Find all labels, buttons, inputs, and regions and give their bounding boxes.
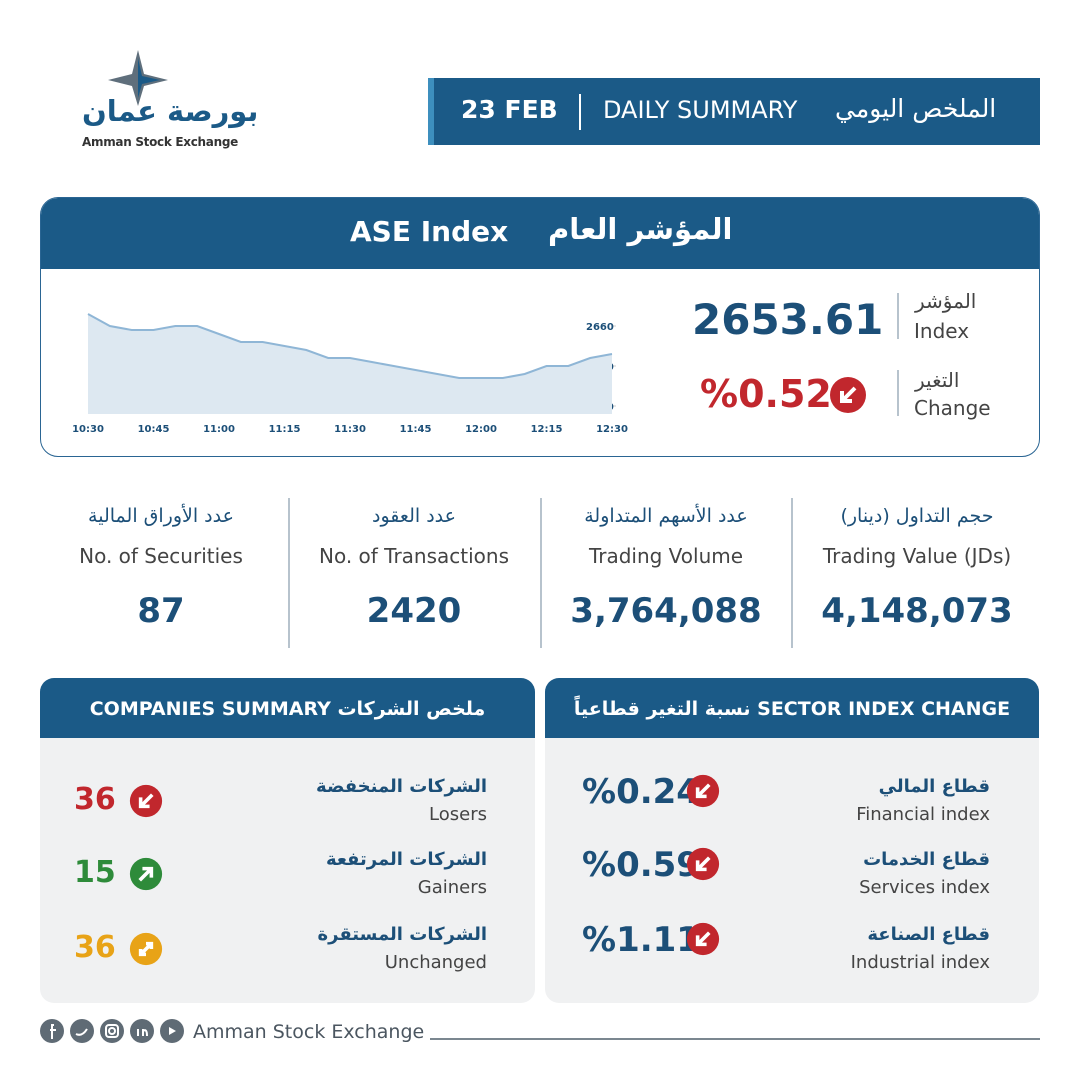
sector-label-ar: قطاع الصناعة [867, 924, 990, 945]
x-tick-label: 11:45 [400, 424, 432, 435]
x-tick-label: 10:30 [72, 424, 104, 435]
index-label-en: Index [914, 319, 970, 343]
y-tick-label: 2660 [586, 322, 614, 333]
company-label-ar: الشركات المرتفعة [325, 849, 487, 870]
company-label-ar: الشركات المستقرة [317, 924, 487, 945]
icon-arrow [138, 793, 154, 809]
logo-star [108, 50, 168, 106]
line [87, 313, 613, 379]
sector-value: %1.11 [582, 920, 700, 960]
change-value: %0.52 [700, 372, 832, 416]
index-label-ar: المؤشر [915, 289, 977, 313]
company-label-en: Gainers [417, 877, 487, 898]
divider [579, 94, 581, 130]
stat-label-en: Trading Volume [588, 544, 744, 568]
icon-arrow [138, 941, 154, 957]
index-title-ar: المؤشر العام [548, 212, 733, 246]
stat-label-ar: عدد الأوراق المالية [88, 505, 234, 527]
social-icons [40, 1019, 184, 1043]
icon-arrow [695, 931, 711, 947]
stat-label-en: No. of Transactions [318, 544, 510, 568]
company-value: 36 [74, 782, 116, 817]
arrow-icon [129, 857, 163, 891]
x-tick-label: 12:15 [531, 424, 563, 435]
company-label-en: Unchanged [384, 952, 487, 973]
sectors-title: نسبة التغير قطاعياً SECTOR INDEX CHANGE [573, 698, 1011, 720]
x-tick-label: 12:00 [465, 424, 497, 435]
area [88, 314, 612, 414]
sector-label-en: Services index [859, 877, 990, 898]
divider [288, 498, 290, 648]
arrow-icon [129, 784, 163, 818]
stat-label-en: No. of Securities [79, 544, 243, 568]
icon-arrow [695, 783, 711, 799]
x-tick-label: 11:00 [203, 424, 235, 435]
title-en: DAILY SUMMARY [603, 96, 798, 124]
sector-value: %0.59 [582, 845, 700, 885]
stat-value: 4,148,073 [821, 591, 1013, 631]
stat-label-en: Trading Value (JDs) [822, 544, 1012, 568]
sector-value: %0.24 [582, 772, 700, 812]
stat-value: 3,764,088 [570, 591, 762, 631]
index-value: 2653.61 [692, 295, 884, 344]
divider [897, 370, 899, 416]
sector-label-en: Industrial index [850, 952, 990, 973]
sectors-header [545, 678, 1039, 738]
company-label-ar: الشركات المنخفضة [316, 776, 487, 797]
change-label-ar: التغير [915, 368, 960, 392]
stat-value: 87 [137, 591, 185, 631]
icon-arrow [695, 856, 711, 872]
divider [897, 293, 899, 339]
logo-english: Amman Stock Exchange [82, 135, 238, 149]
x-tick-label: 12:30 [596, 424, 628, 435]
company-value: 15 [74, 855, 116, 890]
title-ar: الملخص اليومي [835, 94, 997, 123]
arrow-icon [686, 847, 720, 881]
x-tick-label: 10:45 [138, 424, 170, 435]
x-tick-label: 11:30 [334, 424, 366, 435]
stat-label-ar: عدد العقود [372, 505, 456, 527]
sector-label-en: Financial index [856, 804, 990, 825]
companies-title: COMPANIES SUMMARY ملخص الشركات [89, 698, 486, 720]
arrow-icon [129, 932, 163, 966]
header-accent [428, 78, 434, 145]
index-title-en: ASE Index [350, 215, 509, 248]
company-label-en: Losers [429, 804, 487, 825]
header-bar [428, 78, 1040, 145]
stat-label-ar: عدد الأسهم المتداولة [584, 505, 748, 527]
stat-label-ar: حجم التداول (دينار) [840, 505, 994, 527]
sector-label-ar: قطاع المالي [878, 776, 990, 797]
x-tick-label: 11:15 [269, 424, 301, 435]
stat-value: 2420 [366, 591, 462, 631]
divider [791, 498, 793, 648]
date: 23 FEB [461, 95, 558, 124]
companies-panel [40, 678, 535, 1003]
logo-arabic: بورصة عمان [82, 94, 259, 128]
arrow-icon [686, 774, 720, 808]
companies-header [40, 678, 535, 738]
icon-arrow [138, 866, 154, 882]
index-panel-header [41, 198, 1039, 269]
arrow-icon [686, 922, 720, 956]
index-chart: 26402650266010:3010:4511:0011:1511:3011:… [72, 313, 628, 435]
footer-line [430, 1038, 1040, 1040]
sector-label-ar: قطاع الخدمات [863, 849, 990, 870]
down-arrow-icon [830, 377, 866, 413]
divider [540, 498, 542, 648]
footer-text: Amman Stock Exchange [193, 1021, 425, 1043]
sectors-panel [545, 678, 1039, 1003]
company-value: 36 [74, 930, 116, 965]
change-label-en: Change [914, 396, 991, 420]
